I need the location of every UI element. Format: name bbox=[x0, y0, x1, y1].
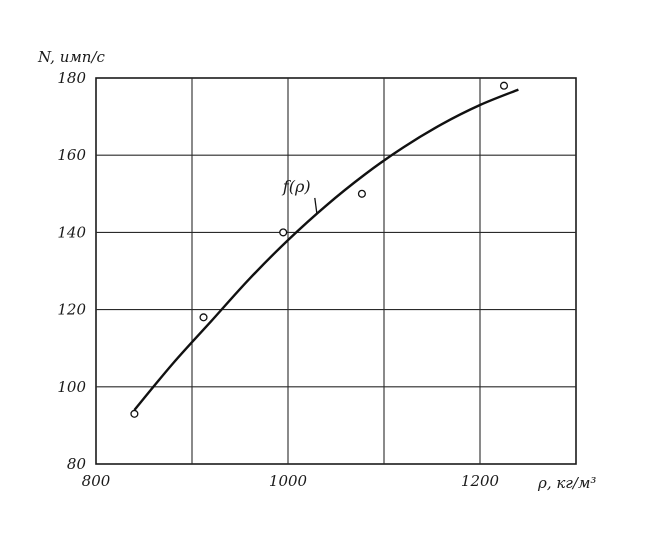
x-axis-label: ρ, кг/м³ bbox=[537, 474, 596, 492]
data-point bbox=[130, 409, 139, 418]
y-tick-label: 140 bbox=[57, 223, 86, 241]
x-tick-label: 800 bbox=[82, 472, 111, 490]
tick-labels: 80 100 120 140 160 180 800 1000 1200 bbox=[57, 69, 499, 490]
plot-frame bbox=[95, 77, 577, 465]
data-point bbox=[357, 189, 366, 198]
y-tick-label: 180 bbox=[57, 69, 86, 87]
fitted-curve bbox=[133, 88, 519, 411]
x-tick-label: 1000 bbox=[269, 472, 308, 490]
y-tick-label: 120 bbox=[57, 301, 86, 319]
y-axis-label: N, имп/с bbox=[37, 48, 106, 66]
curve-label-leader bbox=[314, 197, 318, 214]
y-tick-label: 100 bbox=[57, 378, 86, 396]
y-tick-label: 80 bbox=[67, 455, 87, 473]
data-point bbox=[199, 313, 208, 322]
grid bbox=[96, 78, 576, 464]
data-point bbox=[279, 228, 288, 237]
curve-label: f(ρ) bbox=[282, 177, 311, 196]
data-point bbox=[499, 81, 509, 90]
measured-points bbox=[130, 81, 509, 418]
y-tick-label: 160 bbox=[57, 146, 86, 164]
x-tick-label: 1200 bbox=[461, 472, 500, 490]
